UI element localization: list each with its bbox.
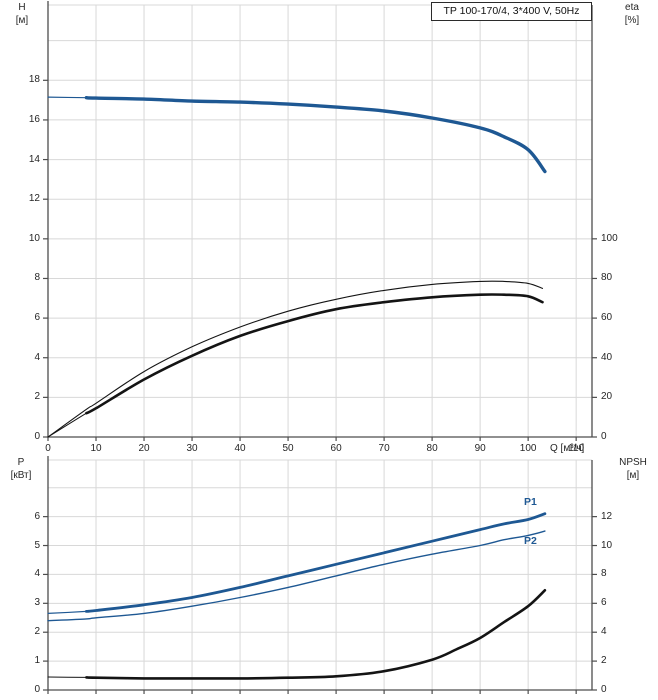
P2-curve <box>47 530 546 622</box>
tick-label: 80 <box>426 443 438 454</box>
eta-axis-unit: [%] <box>624 15 640 26</box>
H-curve <box>47 96 546 173</box>
tick-label: 4 <box>34 568 40 580</box>
tick-label: 8 <box>601 568 607 580</box>
eta-thin-curve <box>47 280 544 438</box>
power-axis-label: P [кВт] <box>0 456 43 482</box>
tick-label: 18 <box>28 74 40 86</box>
tick-label: 6 <box>34 510 40 522</box>
tick-label: 6 <box>34 312 40 324</box>
tick-label: 2 <box>34 391 40 403</box>
p1-curve-label: P1 <box>524 496 537 508</box>
flow-axis-label: Q [м³/ч] <box>550 443 585 454</box>
eta-axis-symbol: eta <box>625 2 639 13</box>
tick-label: 3 <box>34 597 40 609</box>
eta-thick-curve <box>47 293 543 438</box>
tick-label: 0 <box>34 684 40 695</box>
eta-axis-label: eta [%] <box>610 1 654 27</box>
tick-label: 60 <box>330 443 342 454</box>
tick-label: 40 <box>601 351 613 363</box>
tick-label: 4 <box>34 351 40 363</box>
tick-label: 60 <box>601 312 613 324</box>
tick-label: 16 <box>28 113 40 125</box>
power-axis-symbol: P <box>17 457 25 468</box>
tick-label: 8 <box>34 272 40 284</box>
tick-label: 100 <box>519 443 537 454</box>
npsh-axis-label: NPSH [м] <box>611 456 655 482</box>
tick-label: 100 <box>601 232 618 244</box>
tick-label: 20 <box>601 391 613 403</box>
npsh-axis-unit: [м] <box>626 470 640 481</box>
power-axis-unit: [кВт] <box>10 470 32 481</box>
tick-label: 1 <box>34 655 40 667</box>
P1-curve-duty-range <box>85 512 547 613</box>
NPSH-curve-duty-range <box>85 589 547 680</box>
tick-label: 12 <box>28 193 40 205</box>
tick-label: 6 <box>601 597 607 609</box>
tick-label: 4 <box>601 626 607 638</box>
tick-label: 2 <box>601 655 607 667</box>
tick-label: 2 <box>34 626 40 638</box>
tick-label: 0 <box>601 684 607 695</box>
tick-label: 0 <box>45 443 51 454</box>
tick-label: 20 <box>138 443 150 454</box>
tick-label: 5 <box>34 539 40 551</box>
tick-label: 10 <box>90 443 102 454</box>
tick-label: 70 <box>378 443 390 454</box>
pump-model-title: TP 100-170/4, 3*400 V, 50Hz <box>431 2 592 21</box>
tick-label: 40 <box>234 443 246 454</box>
tick-label: 12 <box>601 510 613 522</box>
tick-label: 10 <box>601 539 613 551</box>
tick-label: 0 <box>34 431 40 442</box>
tick-label: 10 <box>28 232 40 244</box>
tick-label: 80 <box>601 272 613 284</box>
head-axis-symbol: H <box>18 2 26 13</box>
tick-label: 14 <box>28 153 40 165</box>
p2-curve-label: P2 <box>524 535 537 547</box>
tick-label: 0 <box>601 431 607 442</box>
tick-label: 90 <box>474 443 486 454</box>
tick-label: 50 <box>282 443 294 454</box>
head-axis-label: H [м] <box>0 1 44 27</box>
npsh-axis-symbol: NPSH <box>619 457 647 468</box>
tick-label: 110 <box>568 443 585 454</box>
eta-thick-curve-duty-range <box>85 293 544 415</box>
P1-curve <box>47 513 546 614</box>
tick-label: 30 <box>186 443 198 454</box>
head-axis-unit: [м] <box>15 15 29 26</box>
H-curve-duty-range <box>84 96 547 174</box>
